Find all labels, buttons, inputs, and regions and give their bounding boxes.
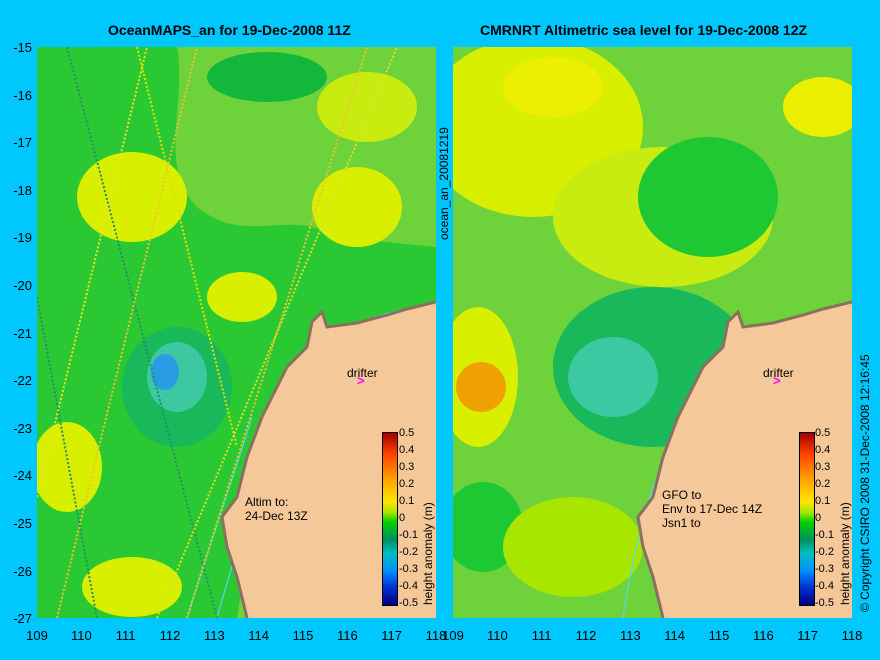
colorbar-tick-label: 0.5 bbox=[399, 427, 415, 439]
x-tick-label: 110 bbox=[486, 628, 508, 643]
left-altimetry-note: Altim to: 24-Dec 13Z bbox=[245, 495, 308, 523]
x-tick-label: 114 bbox=[248, 628, 270, 643]
colorbar-tick-label: -0.5 bbox=[399, 597, 418, 609]
side-label: ocean_an_20081219 bbox=[437, 127, 451, 240]
x-tick-label: 118 bbox=[425, 628, 447, 643]
y-tick-label: -19 bbox=[13, 230, 32, 246]
colorbar-tick-label: 0.1 bbox=[815, 495, 831, 507]
x-tick-label: 114 bbox=[664, 628, 686, 643]
right-drifter-label: drifter bbox=[763, 366, 794, 380]
colorbar-tick-label: -0.1 bbox=[815, 529, 834, 541]
y-tick-label: -16 bbox=[13, 87, 32, 103]
right-colorbar-label: height anomaly (m) bbox=[838, 502, 852, 605]
colorbar-tick-label: 0.4 bbox=[815, 444, 831, 456]
left-colorbar-label: height anomaly (m) bbox=[421, 502, 435, 605]
x-tick-label: 113 bbox=[203, 628, 225, 643]
y-tick-label: -22 bbox=[13, 373, 32, 389]
left-colorbar bbox=[382, 432, 398, 606]
left-map-title: OceanMAPS_an for 19-Dec-2008 11Z bbox=[108, 22, 351, 38]
x-tick-label: 109 bbox=[26, 628, 48, 643]
colorbar-tick-label: 0 bbox=[815, 512, 822, 524]
copyright-text: © Copyright CSIRO 2008 31-Dec-2008 12:16… bbox=[858, 354, 872, 612]
colorbar-tick-label: 0.3 bbox=[815, 461, 831, 473]
y-tick-label: -21 bbox=[13, 325, 32, 341]
colorbar-tick-label: -0.3 bbox=[815, 563, 834, 575]
y-tick-label: -18 bbox=[13, 182, 32, 198]
right-map bbox=[453, 47, 852, 618]
x-tick-label: 117 bbox=[797, 628, 819, 643]
colorbar-tick-label: 0.2 bbox=[815, 478, 831, 490]
y-tick-label: -15 bbox=[13, 40, 32, 55]
x-tick-label: 116 bbox=[752, 628, 774, 643]
colorbar-tick-label: -0.5 bbox=[815, 597, 834, 609]
x-tick-label: 117 bbox=[381, 628, 403, 643]
right-drifter-arrow-icon: > bbox=[773, 373, 781, 388]
y-tick-label: -26 bbox=[13, 563, 32, 579]
colorbar-tick-label: -0.2 bbox=[399, 546, 418, 558]
x-tick-label: 116 bbox=[336, 628, 358, 643]
right-map-title: CMRNRT Altimetric sea level for 19-Dec-2… bbox=[480, 22, 808, 38]
y-tick-label: -17 bbox=[13, 135, 32, 151]
colorbar-tick-label: 0.5 bbox=[815, 427, 831, 439]
y-tick-label: -20 bbox=[13, 278, 32, 293]
colorbar-tick-label: 0 bbox=[399, 512, 406, 524]
colorbar-tick-label: -0.4 bbox=[399, 580, 418, 592]
colorbar-tick-label: 0.4 bbox=[399, 444, 415, 456]
colorbar-tick-label: -0.1 bbox=[399, 529, 418, 541]
x-tick-label: 111 bbox=[531, 628, 552, 643]
colorbar-tick-label: -0.4 bbox=[815, 580, 834, 592]
left-map bbox=[37, 47, 436, 618]
colorbar-tick-label: 0.2 bbox=[399, 478, 415, 490]
colorbar-tick-label: 0.3 bbox=[399, 461, 415, 473]
y-tick-label: -27 bbox=[13, 611, 32, 627]
right-altimetry-note: GFO to Env to 17-Dec 14Z Jsn1 to bbox=[662, 488, 763, 530]
x-tick-label: 109 bbox=[442, 628, 464, 643]
x-tick-label: 113 bbox=[619, 628, 641, 643]
x-tick-label: 110 bbox=[70, 628, 92, 643]
y-tick-label: -24 bbox=[13, 468, 32, 484]
x-tick-label: 118 bbox=[841, 628, 863, 643]
right-colorbar bbox=[799, 432, 815, 606]
y-tick-label: -23 bbox=[13, 420, 32, 436]
left-drifter-label: drifter bbox=[347, 366, 378, 380]
x-tick-label: 111 bbox=[115, 628, 136, 643]
colorbar-tick-label: -0.2 bbox=[815, 546, 834, 558]
colorbar-tick-label: -0.3 bbox=[399, 563, 418, 575]
x-tick-label: 112 bbox=[159, 628, 181, 643]
colorbar-tick-label: 0.1 bbox=[399, 495, 415, 507]
x-tick-label: 115 bbox=[292, 628, 314, 643]
x-tick-label: 112 bbox=[575, 628, 597, 643]
x-tick-label: 115 bbox=[708, 628, 730, 643]
left-drifter-arrow-icon: > bbox=[357, 373, 365, 388]
y-tick-label: -25 bbox=[13, 516, 32, 531]
